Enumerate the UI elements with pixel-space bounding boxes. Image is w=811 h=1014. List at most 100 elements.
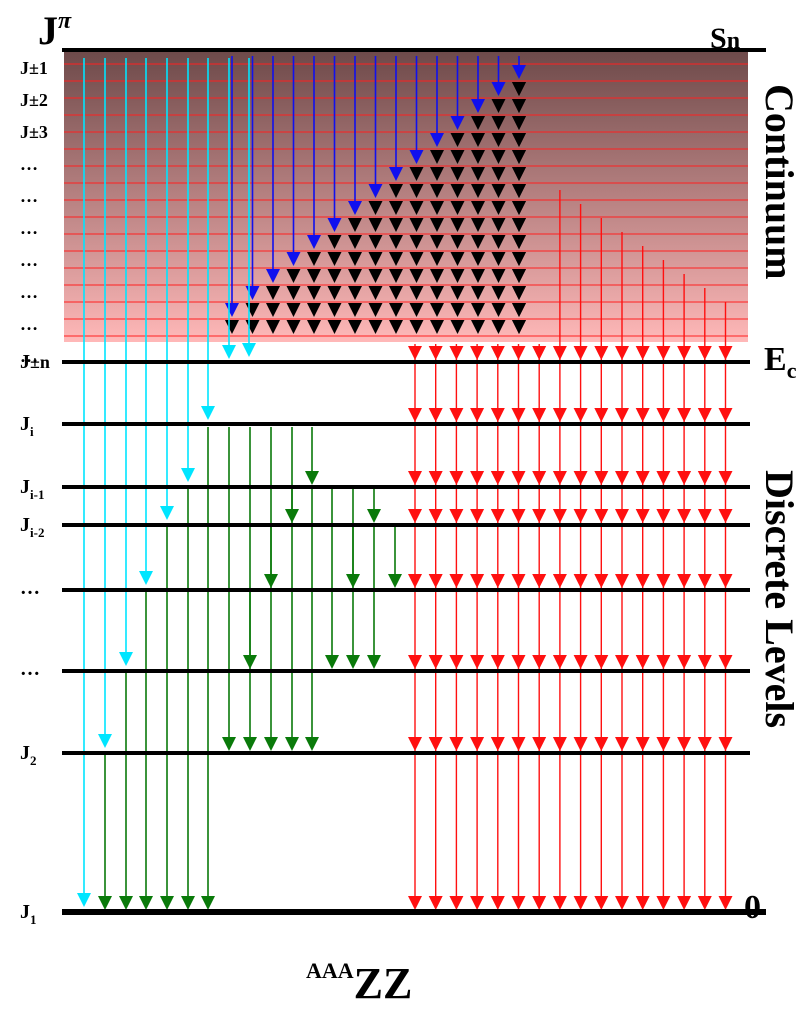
- black-transition-head: [389, 235, 403, 249]
- black-transition-head: [430, 167, 444, 181]
- red-transition-head: [408, 408, 422, 422]
- red-transition-head: [532, 655, 547, 669]
- red-transition-head: [490, 737, 505, 751]
- black-transition-head: [430, 269, 444, 283]
- red-transition-head: [449, 737, 464, 751]
- red-transition-head: [635, 346, 650, 360]
- discrete-spin-label: J1: [20, 901, 37, 927]
- red-transition-head: [470, 574, 485, 588]
- black-transition-head: [409, 184, 424, 198]
- red-transition-head: [594, 471, 609, 485]
- red-transition-head: [615, 471, 629, 485]
- red-transition-head: [656, 346, 671, 360]
- green-transition-head: [264, 737, 278, 751]
- black-transition-head: [512, 184, 526, 198]
- red-transition-head: [552, 346, 567, 360]
- cyan-transition-head: [77, 893, 91, 907]
- red-transition-head: [677, 655, 692, 669]
- red-transition-head: [697, 574, 712, 588]
- red-transition-head: [594, 408, 609, 422]
- nucleus-label: AAAZZ: [306, 958, 412, 1008]
- black-transition-head: [512, 167, 526, 181]
- red-transition-head: [677, 346, 692, 360]
- black-transition-head: [348, 303, 362, 317]
- red-transition-head: [697, 346, 712, 360]
- black-transition-head: [409, 167, 424, 181]
- red-transition-head: [718, 574, 733, 588]
- red-transition-head: [532, 509, 547, 523]
- black-transition-head: [450, 133, 465, 147]
- red-transition-head: [490, 346, 505, 360]
- black-transition-head: [450, 303, 465, 317]
- blue-transition-head: [286, 252, 301, 266]
- black-transition-head: [491, 116, 506, 130]
- black-transition-head: [307, 303, 321, 317]
- black-transition-head: [348, 269, 362, 283]
- red-transition-head: [449, 574, 464, 588]
- blue-transition-head: [327, 218, 342, 232]
- black-transition-head: [471, 303, 485, 317]
- discrete-spin-label: Ji-2: [20, 514, 44, 540]
- black-transition-head: [450, 167, 465, 181]
- red-transition-head: [428, 574, 443, 588]
- red-transition-head: [490, 896, 505, 910]
- continuum-spin-labels: J±1J±2J±3…………………: [20, 58, 48, 366]
- black-transition-head: [471, 235, 485, 249]
- black-transition-head: [368, 235, 383, 249]
- black-transition-head: [409, 320, 424, 334]
- black-transition-head: [430, 150, 444, 164]
- blue-transition-head: [471, 99, 485, 113]
- cyan-transition-head: [119, 652, 133, 666]
- red-transition-head: [718, 737, 733, 751]
- red-transition-head: [511, 346, 526, 360]
- red-transition-head: [511, 408, 526, 422]
- black-transition-head: [348, 252, 362, 266]
- continuum-label: Continuum: [757, 84, 802, 280]
- red-transition-head: [490, 574, 505, 588]
- black-transition-head: [491, 133, 506, 147]
- black-transition-head: [286, 320, 301, 334]
- black-transition-head: [512, 99, 526, 113]
- black-transition-head: [409, 235, 424, 249]
- red-transition-head: [677, 509, 692, 523]
- red-transition-head: [532, 574, 547, 588]
- green-transition-head: [305, 737, 319, 751]
- black-transition-head: [450, 150, 465, 164]
- red-transition-head: [594, 509, 609, 523]
- continuum-spin-label: …: [20, 186, 38, 206]
- red-transition-head: [428, 896, 443, 910]
- red-transition-head: [594, 896, 609, 910]
- black-transition-head: [348, 218, 362, 232]
- black-transition-head: [389, 218, 403, 232]
- discrete-spin-label: Ji: [20, 413, 34, 439]
- black-transition-head: [471, 218, 485, 232]
- red-transition-head: [408, 655, 422, 669]
- red-transition-head: [449, 896, 464, 910]
- black-transition-head: [389, 303, 403, 317]
- red-transition-head: [511, 471, 526, 485]
- blue-transition-head: [491, 82, 506, 96]
- red-transition-head: [552, 655, 567, 669]
- black-transition-head: [450, 235, 465, 249]
- continuum-spin-label: J±1: [20, 58, 48, 78]
- cutoff-energy-label: Ec: [764, 341, 797, 383]
- red-transition-head: [677, 896, 692, 910]
- continuum-spin-label: …: [20, 314, 38, 334]
- blue-transition-head: [307, 235, 321, 249]
- continuum-lines: [64, 63, 748, 337]
- black-transition-head: [491, 201, 506, 215]
- green-transition-head: [305, 471, 319, 485]
- black-transition-head: [368, 269, 383, 283]
- black-transition-head: [471, 286, 485, 300]
- red-transition-head: [573, 471, 588, 485]
- black-transition-head: [389, 320, 403, 334]
- continuum-spin-label: …: [20, 218, 38, 238]
- black-transition-head: [409, 252, 424, 266]
- red-transition-head: [511, 574, 526, 588]
- black-transition-head: [450, 269, 465, 283]
- black-transition-head: [348, 235, 362, 249]
- red-transition-head: [490, 408, 505, 422]
- red-transition-head: [552, 408, 567, 422]
- ground-state-label: 0: [744, 889, 761, 926]
- red-transition-head: [428, 737, 443, 751]
